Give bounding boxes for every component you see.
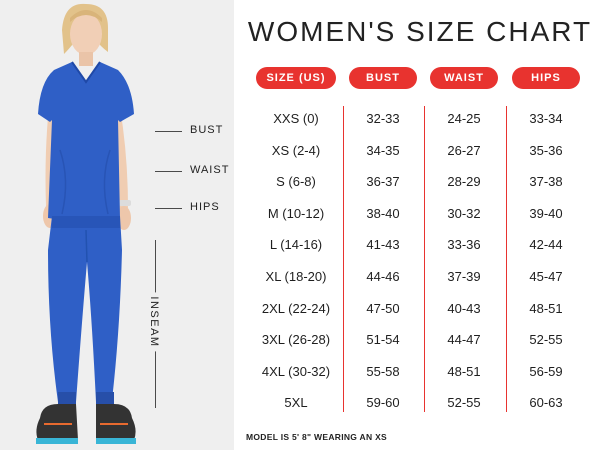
cell-hips: 48-51 [529, 301, 563, 316]
cell-waist: 44-47 [447, 332, 481, 347]
cell-bust: 51-54 [366, 332, 400, 347]
model-image [36, 3, 136, 444]
cell-size: 5XL [284, 395, 308, 410]
cell-bust: 59-60 [366, 395, 400, 410]
cell-hips: 39-40 [529, 206, 563, 221]
cell-hips: 35-36 [529, 143, 563, 158]
cell-size: XXS (0) [273, 111, 319, 126]
cell-hips: 60-63 [529, 395, 563, 410]
header-waist: WAIST [430, 67, 498, 89]
cell-waist: 24-25 [447, 111, 481, 126]
cell-waist: 52-55 [447, 395, 481, 410]
cell-waist: 40-43 [447, 301, 481, 316]
cell-waist: 30-32 [447, 206, 481, 221]
column-divider [506, 106, 507, 412]
cell-hips: 37-38 [529, 174, 563, 189]
cell-waist: 28-29 [447, 174, 481, 189]
bust-marker-line [155, 131, 182, 132]
cell-hips: 45-47 [529, 269, 563, 284]
header-bust: BUST [349, 67, 417, 89]
cell-bust: 36-37 [366, 174, 400, 189]
cell-bust: 55-58 [366, 364, 400, 379]
cell-waist: 48-51 [447, 364, 481, 379]
cell-bust: 47-50 [366, 301, 400, 316]
bust-label: BUST [190, 124, 224, 136]
chart-title: WOMEN'S SIZE CHART [247, 16, 593, 47]
cell-size: XL (18-20) [265, 269, 327, 284]
column-divider [424, 106, 425, 412]
header-size: SIZE (US) [256, 67, 336, 89]
cell-waist: 33-36 [447, 237, 481, 252]
cell-bust: 44-46 [366, 269, 400, 284]
cell-size: 3XL (26-28) [261, 332, 331, 347]
cell-hips: 56-59 [529, 364, 563, 379]
waist-label: WAIST [190, 164, 230, 176]
model-panel: BUST WAIST HIPS INSEAM [0, 0, 234, 450]
hips-marker-line [155, 208, 182, 209]
hips-label: HIPS [190, 201, 220, 213]
cell-size: 2XL (22-24) [261, 301, 331, 316]
model-footnote: MODEL IS 5' 8" WEARING AN XS [246, 432, 388, 442]
cell-waist: 26-27 [447, 143, 481, 158]
cell-bust: 41-43 [366, 237, 400, 252]
cell-bust: 32-33 [366, 111, 400, 126]
cell-hips: 33-34 [529, 111, 563, 126]
waist-marker-line [155, 171, 182, 172]
cell-size: 4XL (30-32) [261, 364, 331, 379]
column-divider [343, 106, 344, 412]
cell-size: M (10-12) [267, 206, 325, 221]
cell-size: S (6-8) [276, 174, 316, 189]
cell-hips: 52-55 [529, 332, 563, 347]
inseam-label: INSEAM [148, 292, 160, 352]
cell-hips: 42-44 [529, 237, 563, 252]
cell-size: L (14-16) [269, 237, 323, 252]
header-hips: HIPS [512, 67, 580, 89]
cell-bust: 34-35 [366, 143, 400, 158]
cell-waist: 37-39 [447, 269, 481, 284]
cell-bust: 38-40 [366, 206, 400, 221]
cell-size: XS (2-4) [271, 143, 321, 158]
